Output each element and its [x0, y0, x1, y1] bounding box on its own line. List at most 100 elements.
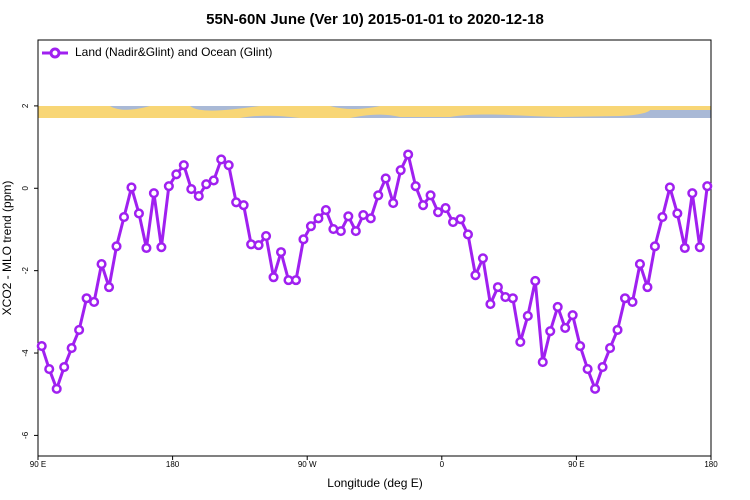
- data-point: [343, 211, 354, 222]
- data-point: [178, 160, 189, 171]
- data-point: [66, 343, 77, 354]
- data-point: [433, 207, 444, 218]
- data-point: [694, 242, 705, 253]
- data-point: [156, 242, 167, 253]
- plot-frame: [37, 39, 712, 457]
- data-point: [365, 213, 376, 224]
- data-point: [470, 270, 481, 281]
- data-point: [201, 179, 212, 190]
- data-point: [126, 182, 137, 193]
- data-point: [51, 383, 62, 394]
- series-line: [40, 153, 709, 391]
- y-axis-label: XCO2 - MLO trend (ppm): [0, 181, 14, 316]
- x-tick-label: 180: [166, 460, 180, 469]
- data-point: [268, 272, 279, 283]
- data-point: [186, 184, 197, 195]
- data-point: [261, 231, 272, 242]
- data-point: [679, 242, 690, 254]
- data-point: [462, 229, 474, 240]
- data-point: [36, 340, 47, 352]
- map-strip: [38, 106, 711, 118]
- y-tick-label: -2: [21, 267, 30, 275]
- data-point: [403, 149, 414, 160]
- data-point: [418, 200, 429, 211]
- data-point: [575, 340, 586, 352]
- x-tick-label: 90 W: [298, 460, 317, 469]
- data-point: [96, 259, 107, 270]
- data-point: [313, 213, 324, 224]
- data-point: [582, 364, 593, 375]
- data-point: [702, 181, 713, 192]
- data-point: [193, 191, 204, 202]
- data-point: [395, 165, 406, 176]
- y-tick-label: -6: [21, 431, 30, 439]
- data-point: [148, 188, 159, 199]
- data-point: [597, 361, 608, 373]
- legend-label: Land (Nadir&Glint) and Ocean (Glint): [75, 45, 272, 59]
- x-tick-label: 0: [440, 460, 445, 469]
- data-point: [455, 214, 466, 225]
- data-point: [380, 173, 391, 184]
- data-point: [171, 169, 182, 180]
- data-point: [664, 182, 675, 193]
- data-point: [612, 324, 623, 336]
- data-point: [216, 154, 227, 165]
- legend: Land (Nadir&Glint) and Ocean (Glint): [42, 45, 272, 59]
- x-tick-label: 90 E: [568, 460, 584, 469]
- data-point: [253, 240, 264, 251]
- data-point: [373, 190, 384, 201]
- x-axis-label: Longitude (deg E): [327, 476, 422, 490]
- data-point: [672, 208, 683, 219]
- data-point: [410, 181, 421, 192]
- data-point: [89, 296, 100, 308]
- data-point: [657, 212, 668, 223]
- data-point: [440, 202, 451, 214]
- data-point: [223, 160, 234, 171]
- data-point: [477, 253, 488, 264]
- data-point: [619, 293, 631, 304]
- data-point: [275, 247, 287, 258]
- x-tick-label: 90 E: [30, 460, 46, 469]
- data-point: [305, 221, 316, 232]
- data-point: [141, 242, 152, 254]
- data-point: [590, 383, 601, 394]
- data-point: [545, 326, 556, 337]
- data-point: [290, 275, 302, 286]
- data-point: [522, 310, 533, 322]
- y-tick-label: 2: [21, 103, 30, 108]
- data-point: [44, 364, 55, 375]
- data-point: [515, 336, 526, 347]
- data-point: [649, 241, 660, 252]
- data-point: [103, 282, 115, 293]
- data-point: [642, 282, 653, 293]
- data-point: [81, 293, 92, 304]
- y-tick-label: -4: [21, 349, 30, 357]
- data-point: [59, 361, 70, 373]
- data-point: [118, 212, 130, 223]
- data-point: [350, 226, 361, 237]
- data-point: [552, 301, 563, 312]
- data-point: [567, 310, 578, 321]
- data-point: [687, 188, 698, 199]
- chart-title: 55N-60N June (Ver 10) 2015-01-01 to 2020…: [206, 11, 544, 28]
- data-point: [537, 357, 548, 368]
- data-point: [634, 259, 646, 270]
- data-point: [238, 200, 249, 211]
- data-point: [320, 205, 331, 216]
- data-point: [507, 293, 518, 304]
- data-point: [485, 298, 496, 310]
- data-point: [530, 275, 541, 287]
- data-point: [388, 198, 399, 209]
- x-tick-label: 180: [704, 460, 718, 469]
- data-point: [492, 282, 503, 293]
- data-point: [208, 175, 219, 186]
- data-point: [74, 324, 85, 336]
- y-tick-label: 0: [21, 186, 30, 191]
- data-point: [605, 343, 616, 354]
- data-point: [111, 241, 122, 252]
- data-point: [163, 181, 174, 192]
- data-point: [335, 226, 346, 237]
- data-point: [560, 322, 571, 333]
- data-point: [627, 296, 638, 308]
